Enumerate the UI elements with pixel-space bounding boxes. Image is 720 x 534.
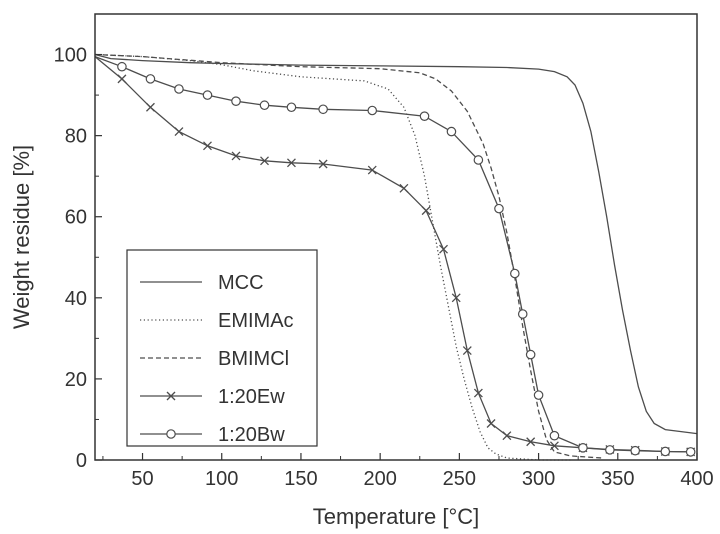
data-point-1-20bw	[419, 111, 430, 121]
x-axis: 50 100 150 200 250 300 350 400	[102, 453, 714, 490]
legend-box	[126, 249, 318, 447]
series-line-bmimcl	[94, 53, 602, 459]
series-line-emimac	[94, 53, 571, 461]
data-point-1-20ew	[145, 102, 155, 112]
data-point-1-20bw	[202, 90, 213, 100]
data-point-1-20bw	[367, 105, 378, 116]
legend-label-bmimcl: BMIMCl	[218, 348, 289, 370]
series-emimac	[94, 53, 571, 461]
series-1-20bw	[94, 55, 696, 457]
data-point-1-20bw	[473, 155, 484, 165]
data-point-1-20bw	[318, 104, 328, 115]
y-tick-label: 100	[54, 45, 87, 67]
data-point-1-20ew	[286, 158, 296, 168]
series-layer	[94, 53, 698, 461]
data-point-1-20ew	[174, 127, 184, 137]
data-point-1-20ew	[260, 156, 269, 166]
data-point-1-20bw	[494, 203, 504, 214]
data-point-1-20ew	[451, 293, 461, 303]
data-point-1-20ew	[526, 437, 536, 447]
data-point-1-20bw	[174, 84, 184, 94]
y-tick-label: 0	[76, 450, 87, 472]
x-tick-label: 250	[443, 468, 476, 490]
legend: MCC EMIMAc BMIMCl 1:20Ew 1:20Bw	[126, 249, 318, 447]
legend-label-1-20bw: 1:20Bw	[218, 424, 285, 446]
series-bmimcl	[94, 53, 602, 459]
data-point-1-20bw	[117, 61, 127, 72]
y-tick-label: 80	[65, 126, 87, 148]
x-tick-label: 400	[680, 468, 713, 490]
y-axis: 0 20 40 60 80 100	[54, 13, 102, 472]
data-point-1-20bw	[578, 443, 588, 453]
data-point-1-20bw	[630, 445, 641, 456]
data-point-1-20bw	[259, 100, 270, 111]
plot-frame	[94, 13, 698, 461]
x-tick-label: 350	[601, 468, 634, 490]
x-tick-label: 300	[522, 468, 555, 490]
data-point-1-20bw	[510, 268, 520, 279]
data-point-1-20bw	[685, 447, 696, 457]
legend-marker-1-20ew	[166, 391, 176, 401]
y-axis-title: Weight residue [%]	[9, 145, 34, 329]
x-tick-label: 150	[284, 468, 317, 490]
data-point-1-20ew	[421, 206, 431, 216]
data-point-1-20bw	[605, 445, 615, 455]
data-point-1-20ew	[203, 141, 212, 151]
x-tick-label: 100	[205, 468, 238, 490]
data-point-1-20ew	[231, 151, 241, 161]
legend-marker-1-20bw	[166, 429, 176, 439]
data-point-1-20ew	[318, 159, 328, 169]
x-tick-label: 50	[131, 468, 153, 490]
data-point-1-20bw	[517, 309, 528, 319]
data-point-1-20bw	[286, 102, 297, 113]
legend-label-mcc: MCC	[218, 272, 264, 294]
y-tick-label: 20	[65, 369, 87, 391]
data-point-1-20bw	[525, 349, 536, 360]
data-point-1-20ew	[549, 441, 559, 451]
data-point-1-20bw	[145, 74, 156, 84]
data-point-1-20bw	[549, 430, 560, 441]
data-point-1-20ew	[439, 244, 448, 254]
data-point-1-20bw	[446, 126, 457, 137]
y-tick-label: 40	[65, 288, 87, 310]
data-point-1-20bw	[660, 446, 671, 457]
y-tick-label: 60	[65, 207, 87, 229]
x-tick-label: 200	[363, 468, 396, 490]
data-point-1-20ew	[473, 388, 483, 398]
data-point-1-20ew	[367, 165, 377, 175]
data-point-1-20ew	[502, 431, 512, 441]
data-point-1-20ew	[117, 74, 127, 84]
legend-label-emimac: EMIMAc	[218, 310, 294, 332]
data-point-1-20ew	[486, 419, 496, 428]
x-axis-title: Temperature [°C]	[313, 504, 480, 529]
data-point-1-20bw	[533, 390, 544, 400]
legend-label-1-20ew: 1:20Ew	[218, 386, 285, 408]
data-point-1-20ew	[462, 346, 472, 355]
data-point-1-20ew	[399, 183, 409, 193]
data-point-1-20bw	[231, 96, 241, 106]
